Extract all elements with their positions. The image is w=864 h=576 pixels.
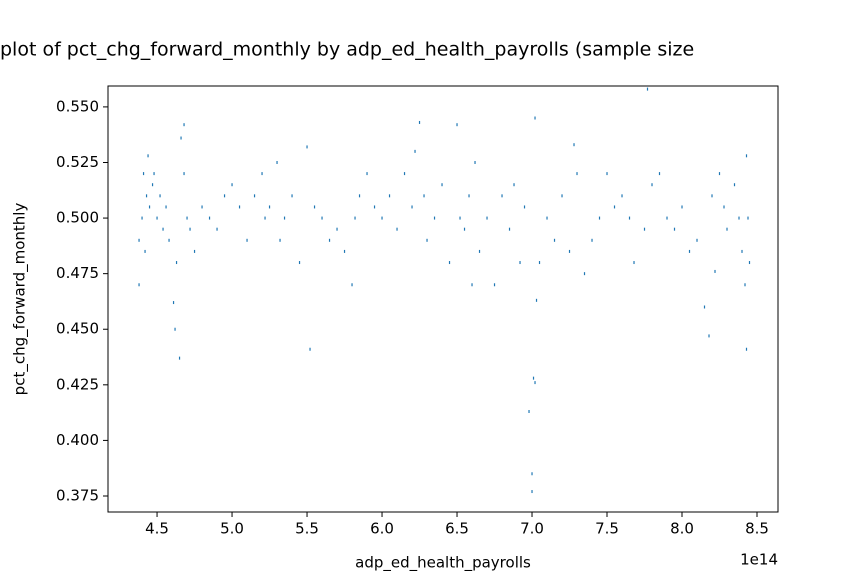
y-tick-label: 0.375 bbox=[56, 486, 99, 504]
y-tick-label: 0.550 bbox=[56, 97, 99, 115]
x-axis-label: adp_ed_health_payrolls bbox=[355, 554, 531, 573]
x-tick-label: 7.0 bbox=[520, 520, 544, 538]
y-tick-label: 0.425 bbox=[56, 375, 99, 393]
y-axis-label: pct_chg_forward_monthly bbox=[11, 203, 30, 396]
x-tick-label: 6.5 bbox=[445, 520, 469, 538]
x-tick-label: 4.5 bbox=[145, 520, 169, 538]
x-tick-label: 5.5 bbox=[295, 520, 319, 538]
plot-frame bbox=[107, 85, 779, 513]
y-tick-label: 0.450 bbox=[56, 320, 99, 338]
x-offset-label: 1e14 bbox=[740, 551, 778, 569]
chart-title: plot of pct_chg_forward_monthly by adp_e… bbox=[0, 39, 694, 61]
x-tick-label: 5.0 bbox=[220, 520, 244, 538]
y-tick-label: 0.525 bbox=[56, 153, 99, 171]
y-tick-label: 0.475 bbox=[56, 264, 99, 282]
y-tick-label: 0.500 bbox=[56, 209, 99, 227]
x-tick-label: 8.0 bbox=[670, 520, 694, 538]
x-tick-label: 7.5 bbox=[595, 520, 619, 538]
y-tick-label: 0.400 bbox=[56, 431, 99, 449]
x-tick-label: 8.5 bbox=[745, 520, 769, 538]
x-tick-label: 6.0 bbox=[370, 520, 394, 538]
